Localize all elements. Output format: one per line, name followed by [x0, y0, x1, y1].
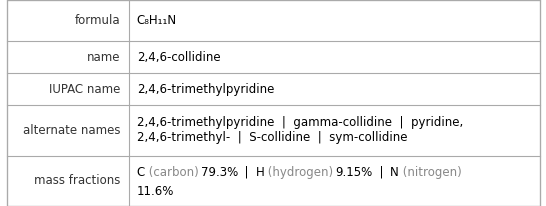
- Text: C₈H₁₁N: C₈H₁₁N: [137, 14, 177, 27]
- Text: N: N: [390, 166, 399, 179]
- Text: 79.3%: 79.3%: [201, 166, 238, 179]
- Text: |: |: [238, 166, 256, 179]
- Text: IUPAC name: IUPAC name: [50, 83, 121, 96]
- FancyBboxPatch shape: [7, 0, 540, 206]
- Text: name: name: [87, 51, 121, 64]
- Text: C: C: [137, 166, 145, 179]
- Text: alternate names: alternate names: [23, 124, 121, 137]
- Text: (hydrogen): (hydrogen): [264, 166, 337, 179]
- Text: 2,4,6-trimethylpyridine  |  gamma-collidine  |  pyridine,
2,4,6-trimethyl-  |  S: 2,4,6-trimethylpyridine | gamma-collidin…: [137, 116, 463, 144]
- Text: 9.15%: 9.15%: [335, 166, 373, 179]
- Text: 2,4,6-trimethylpyridine: 2,4,6-trimethylpyridine: [137, 83, 274, 96]
- Text: H: H: [256, 166, 265, 179]
- Text: formula: formula: [75, 14, 121, 27]
- Text: 11.6%: 11.6%: [137, 185, 174, 198]
- Text: (carbon): (carbon): [145, 166, 203, 179]
- Text: (nitrogen): (nitrogen): [399, 166, 462, 179]
- Text: |: |: [372, 166, 391, 179]
- Text: mass fractions: mass fractions: [34, 174, 121, 187]
- Text: 2,4,6-collidine: 2,4,6-collidine: [137, 51, 221, 64]
